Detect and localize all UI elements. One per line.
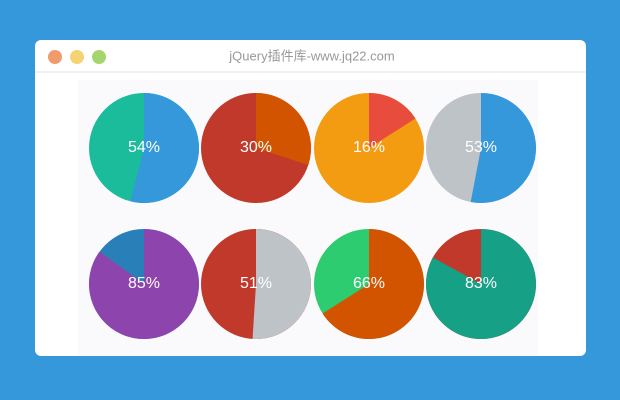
pie-label: 30%	[240, 139, 272, 156]
pie-slice	[322, 229, 424, 340]
pie-label: 66%	[353, 275, 385, 292]
pie-slice	[425, 229, 536, 339]
close-button[interactable]	[48, 50, 62, 64]
pie-label: 53%	[465, 139, 497, 156]
pie-slice	[89, 229, 199, 339]
pie-slice	[256, 93, 311, 165]
minimize-button[interactable]	[70, 50, 84, 64]
window-title: jQuery插件库-www.jq22.com	[228, 48, 394, 63]
pie-slice	[470, 93, 536, 203]
pie-slice	[130, 93, 199, 203]
pie-label: 85%	[128, 275, 160, 292]
pie-label: 83%	[465, 275, 497, 292]
pie-slice	[252, 229, 311, 339]
pie-label: 16%	[353, 139, 385, 156]
maximize-button[interactable]	[92, 50, 106, 64]
pie-label: 54%	[128, 139, 160, 156]
pie-label: 51%	[240, 275, 272, 292]
pie-slice	[369, 93, 416, 148]
